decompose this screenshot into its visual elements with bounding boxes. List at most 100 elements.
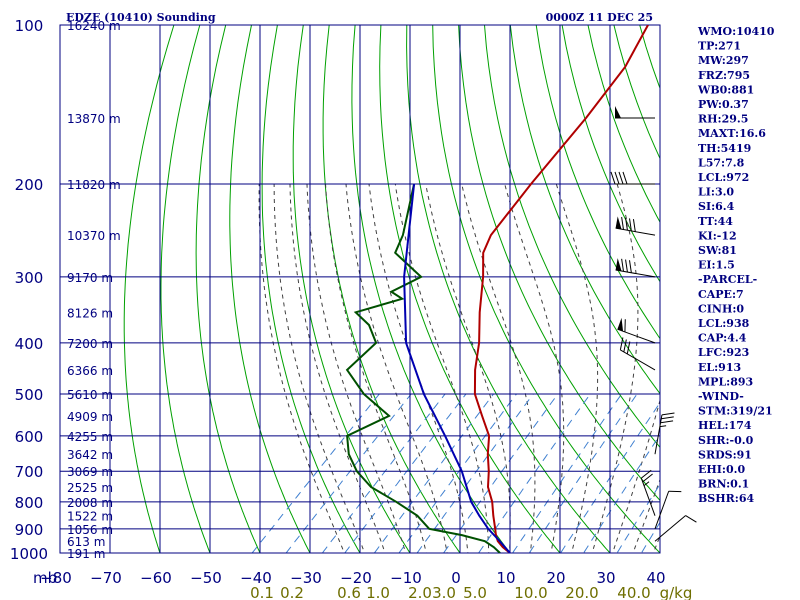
dry-adiabat — [229, 25, 311, 553]
temperature-tick-label: −50 — [190, 569, 222, 587]
index-line: LCL:938 — [698, 317, 750, 330]
index-line: RH:29.5 — [698, 113, 748, 126]
index-line: MAXT:16.6 — [698, 127, 766, 140]
moist-adiabat — [289, 183, 386, 553]
barb-flag — [621, 216, 624, 230]
dry-adiabat — [351, 25, 511, 553]
barb-flag — [632, 219, 636, 232]
index-line: TT:44 — [698, 215, 733, 228]
barb-flag — [625, 259, 628, 273]
sounding-series — [345, 25, 649, 553]
height-label-200: 11820 m — [67, 178, 121, 192]
index-line: BRN:0.1 — [698, 478, 749, 491]
height-label-900: 1056 m — [67, 523, 113, 537]
mixing-ratio-line — [251, 393, 380, 553]
temperature-profile — [473, 25, 649, 553]
index-line: MW:297 — [698, 54, 749, 67]
height-label-700: 3069 m — [67, 465, 113, 479]
barb-flag — [660, 420, 674, 424]
wind-barb-300 — [615, 258, 656, 278]
dry-adiabat — [406, 25, 611, 553]
wind-barb-450 — [619, 337, 656, 371]
barb-flag — [685, 515, 697, 523]
mixing-ratio-line — [373, 393, 494, 553]
dry-adiabat — [561, 25, 660, 283]
mixing-ratio-line — [442, 393, 559, 553]
mixing-ratio-label: 20.0 — [565, 584, 598, 600]
pressure-tick-200: 200 — [15, 176, 44, 194]
moist-adiabat — [306, 183, 407, 553]
height-labels: 16240 m 13870 m 11820 m 10370 m 9170 m 8126 m… — [67, 19, 121, 561]
dry-adiabats — [123, 25, 660, 553]
chart-title: EDZE (10410) Sounding — [66, 11, 216, 24]
dry-adiabat — [535, 25, 660, 340]
mixing-ratio-label: 2.0 — [408, 584, 432, 600]
barb-flag — [618, 171, 624, 185]
mixing-ratio-unit-label: g/kg — [660, 584, 693, 600]
barb-flag — [629, 218, 632, 232]
wind-barbs — [610, 105, 697, 542]
mixing-ratio-line — [398, 393, 517, 553]
pressure-tick-800: 800 — [15, 494, 44, 512]
wind-barb-150 — [615, 105, 655, 119]
pressure-tick-700: 700 — [15, 463, 44, 481]
mixing-ratio-label: 40.0 — [617, 584, 650, 600]
barb-staff — [617, 328, 656, 344]
wind-barb-850 — [640, 469, 656, 516]
index-line: KI:-12 — [698, 229, 737, 242]
barb-flag — [625, 217, 628, 231]
wind-barb-650 — [654, 412, 675, 455]
pressure-tick-400: 400 — [15, 335, 44, 353]
wind-barb-400 — [617, 317, 656, 344]
dewpoint-profile — [345, 183, 501, 553]
height-label-250: 10370 m — [67, 229, 121, 243]
temperature-tick-label: −70 — [90, 569, 122, 587]
barb-pennant — [617, 317, 624, 332]
chart-time: 0000Z 11 DEC 25 — [546, 11, 653, 24]
mixing-ratio-label: 10.0 — [514, 584, 547, 600]
pressure-unit-label: mb — [33, 569, 57, 587]
barb-flag — [642, 473, 653, 483]
pressure-tick-900: 900 — [15, 521, 44, 539]
barb-flag — [626, 341, 631, 354]
barb-flag — [623, 339, 627, 352]
height-label-800: 2008 m — [67, 496, 113, 510]
barb-flag — [661, 412, 675, 416]
mixing-ratio-line — [321, 393, 446, 553]
barb-pennant — [615, 216, 622, 230]
index-line: CINH:0 — [698, 302, 744, 315]
index-line: HEL:174 — [698, 419, 752, 432]
index-line: SW:81 — [698, 244, 737, 257]
temperature-tick-label: −60 — [140, 569, 172, 587]
dry-adiabat — [160, 25, 211, 553]
temperature-tick-label: −80 — [40, 569, 72, 587]
index-line: LFC:923 — [698, 346, 749, 359]
mixing-ratio-line — [344, 393, 467, 553]
height-label-950: 613 m — [67, 535, 105, 549]
mixing-ratio-lines — [251, 393, 660, 553]
dry-adiabat — [432, 25, 660, 553]
temperature-tick-label: 30 — [596, 569, 615, 587]
index-line: WB0:881 — [697, 83, 754, 96]
moist-adiabat — [325, 183, 427, 553]
index-line: TH:5419 — [698, 142, 751, 155]
index-line: SI:6.4 — [698, 200, 735, 213]
index-line: BSHR:64 — [698, 492, 754, 505]
barb-half-flag — [643, 481, 650, 487]
moist-adiabat — [504, 183, 565, 553]
barb-staff — [654, 515, 686, 542]
height-label-1000: 191 m — [67, 547, 105, 561]
wind-barb-200 — [610, 171, 655, 185]
mixing-ratio-line — [511, 393, 623, 553]
pressure-tick-1000: 1000 — [10, 545, 48, 563]
mixing-ratio-label: 3.0 — [432, 584, 456, 600]
height-label-350: 8126 m — [67, 306, 113, 320]
mixing-ratio-label: 5.0 — [463, 584, 487, 600]
barb-staff — [654, 414, 663, 455]
height-label-150: 13870 m — [67, 112, 121, 126]
wind-barb-900 — [654, 490, 682, 530]
barb-flag — [629, 260, 632, 273]
mixing-ratio-label: 0.6 — [337, 584, 361, 600]
barb-staff — [615, 269, 656, 278]
